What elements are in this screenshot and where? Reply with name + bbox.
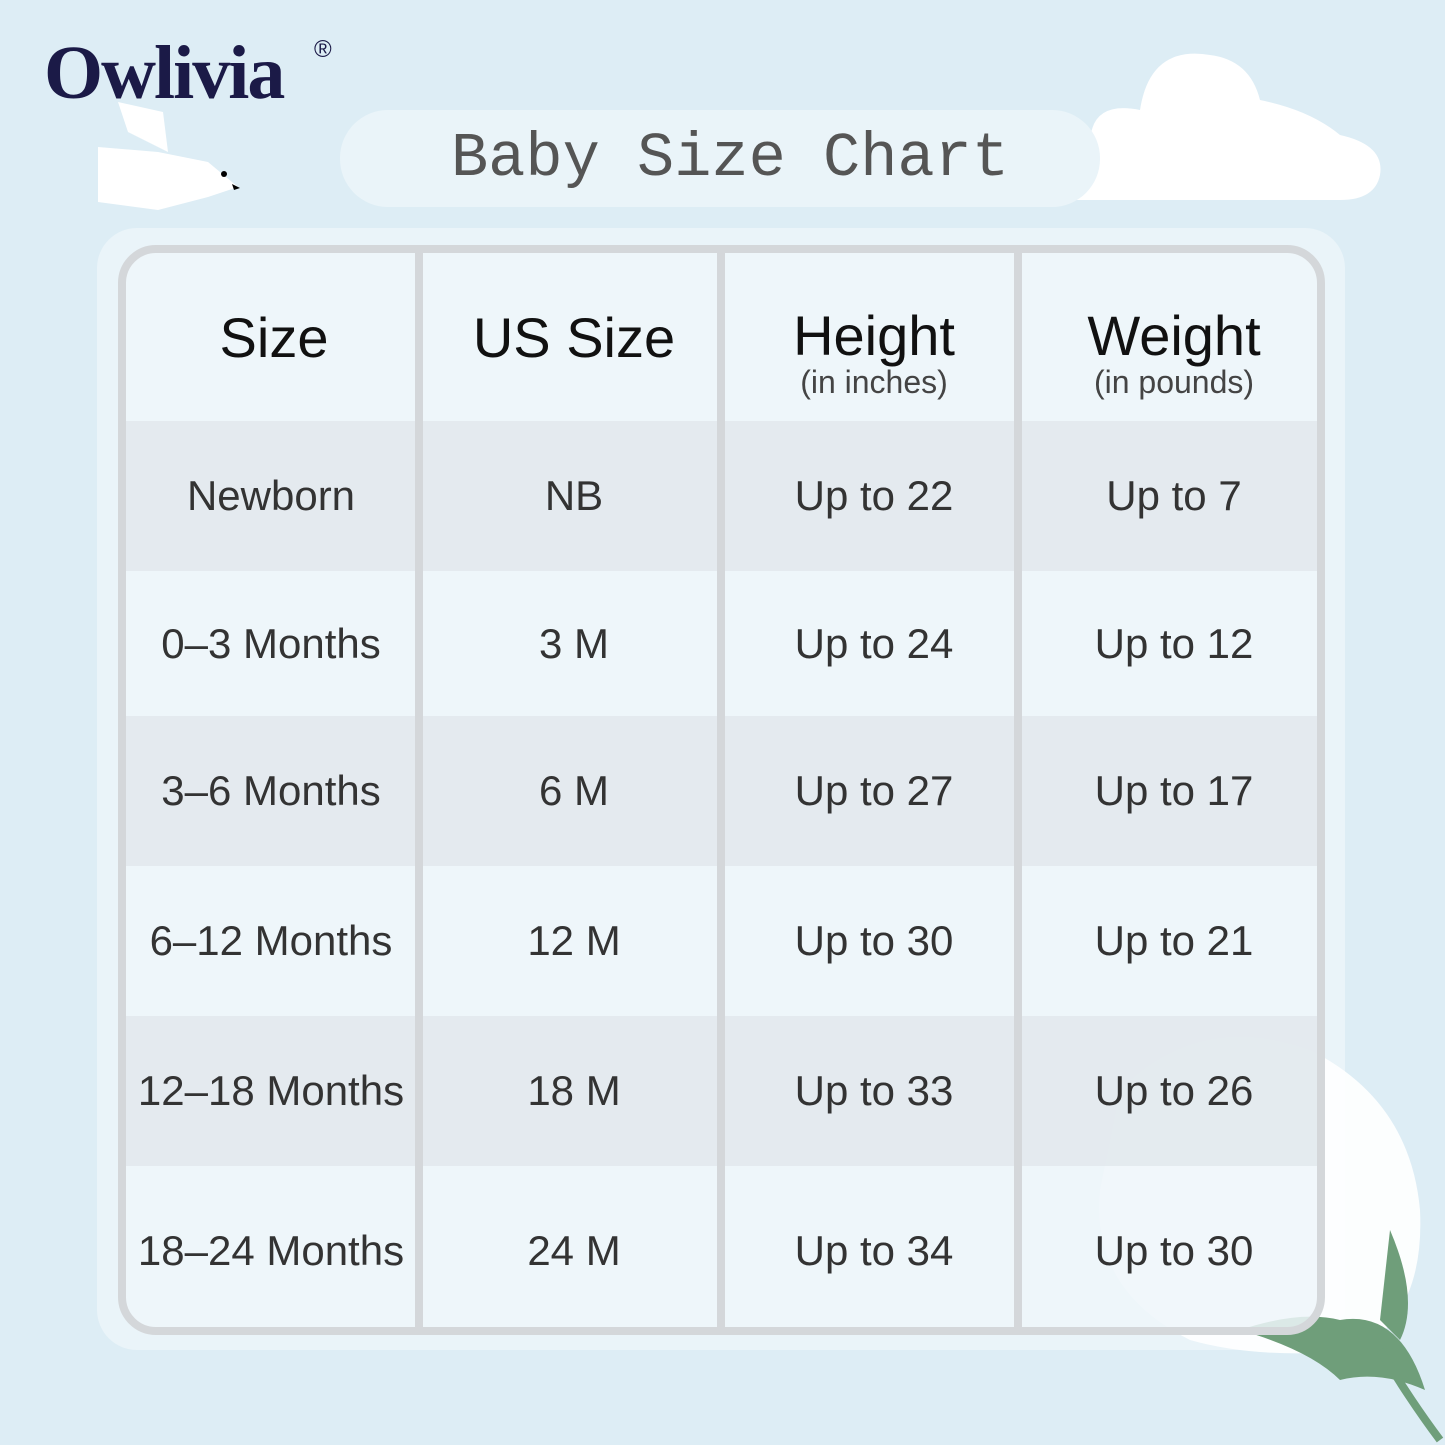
column-divider (415, 253, 423, 1327)
header-unit: (in inches) (800, 364, 948, 400)
dove-illustration (98, 102, 240, 210)
cell-weight: Up to 12 (1094, 619, 1254, 667)
header-label: Size (219, 305, 329, 369)
header-label: Height (793, 304, 955, 367)
cell-us-size: 18 M (527, 1067, 621, 1114)
header-weight: Weight (in pounds) (1026, 253, 1317, 421)
header-size: Size (126, 253, 422, 421)
cell-weight: Up to 17 (1094, 767, 1254, 814)
cell-size: 12–18 Months (137, 1067, 405, 1114)
header-row: Size US Size Height (in inches) Weight (in… (126, 253, 1317, 421)
brand-logo: Owlivia (44, 31, 285, 115)
cell-height: Up to 30 (794, 917, 954, 964)
header-unit: (in pounds) (1093, 364, 1255, 400)
cell-size: 18–24 Months (137, 1227, 405, 1274)
cell-weight: Up to 26 (1094, 1067, 1254, 1114)
registered-mark: ® (314, 36, 332, 63)
cell-height: Up to 22 (794, 472, 954, 519)
cell-weight: Up to 30 (1094, 1227, 1254, 1274)
header-height: Height (in inches) (726, 253, 1022, 421)
size-chart-table: Size US Size Height (in inches) Weight (in… (118, 245, 1325, 1335)
cloud-illustration (1063, 53, 1381, 200)
cell-us-size: 3 M (538, 619, 609, 667)
cell-weight: Up to 21 (1094, 917, 1254, 964)
column-divider (717, 253, 725, 1327)
header-label: US Size (472, 305, 676, 369)
cell-height: Up to 24 (794, 619, 954, 667)
column-divider (1014, 253, 1022, 1327)
cell-weight: Up to 7 (1106, 472, 1242, 519)
cell-us-size: 6 M (538, 767, 609, 814)
cell-height: Up to 27 (794, 767, 954, 814)
table-row: 6–12 Months 12 M Up to 30 Up to 21 (126, 866, 1317, 1016)
cell-size: 0–3 Months (161, 619, 381, 667)
page-title: Baby Size Chart (450, 123, 1010, 194)
cell-height: Up to 34 (794, 1227, 954, 1274)
cell-us-size: NB (544, 472, 604, 519)
table-row: 0–3 Months 3 M Up to 24 Up to 12 (126, 571, 1317, 716)
cell-us-size: 12 M (527, 917, 621, 964)
title-pill (340, 110, 1100, 207)
cell-us-size: 24 M (527, 1227, 621, 1274)
header-label: Weight (1087, 304, 1261, 367)
cell-size: Newborn (186, 472, 356, 519)
header-us-size: US Size (426, 253, 722, 421)
cell-size: 3–6 Months (161, 767, 381, 814)
cell-height: Up to 33 (794, 1067, 954, 1114)
table-row: 18–24 Months 24 M Up to 34 Up to 30 (126, 1166, 1317, 1327)
cell-size: 6–12 Months (149, 917, 393, 964)
